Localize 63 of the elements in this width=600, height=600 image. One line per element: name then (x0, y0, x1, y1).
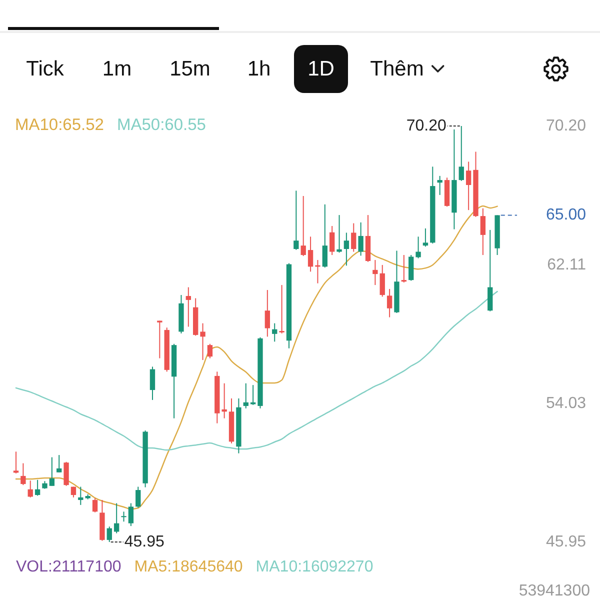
candlestick (34, 479, 40, 496)
candlestick (243, 382, 248, 409)
candlestick (351, 222, 356, 252)
candlestick (488, 229, 493, 312)
candlestick (128, 502, 134, 527)
candlestick (200, 322, 206, 360)
candlestick (20, 462, 26, 486)
candlestick (150, 366, 156, 400)
candlestick (416, 236, 421, 259)
text: 53941300 (518, 582, 590, 600)
candlestick (372, 259, 378, 286)
candlestick (380, 264, 385, 298)
candlestick (64, 461, 69, 486)
candlestick (92, 498, 98, 513)
candlestick (344, 232, 350, 266)
candlestick (386, 288, 392, 318)
candlestick (308, 236, 314, 272)
candlestick (28, 480, 33, 498)
text: 65.00 (546, 206, 586, 224)
candlestick (294, 190, 299, 250)
candlestick (466, 161, 472, 211)
candlestick (300, 195, 306, 257)
y-tick-label: 54.03 (546, 394, 586, 412)
candlestick (56, 454, 62, 473)
candlestick (207, 343, 213, 359)
candlestick (114, 502, 120, 534)
candlestick (121, 511, 126, 522)
candlestick (279, 284, 284, 334)
legend-label: MA10:16092270 (256, 558, 374, 576)
candlestick (401, 254, 406, 283)
candlestick (272, 322, 278, 342)
candlestick (408, 254, 414, 282)
candlestick (13, 451, 19, 474)
candlestick (422, 228, 428, 248)
candlestick (186, 286, 191, 328)
candlestick (78, 486, 84, 506)
text: Tick (26, 58, 64, 80)
y-tick-label: 62.11 (547, 256, 586, 274)
annotation: 70.20 (406, 118, 446, 134)
candlestick (358, 222, 364, 256)
candlestick (106, 526, 112, 542)
candlestick (458, 126, 464, 182)
candlestick (329, 226, 335, 256)
candlestick (49, 456, 55, 486)
text: 1m (102, 58, 132, 80)
legend-label: VOL:21117100 (16, 558, 122, 576)
text: 1D (308, 58, 334, 80)
candlestick (264, 290, 270, 338)
y-tick-label: 45.95 (546, 534, 586, 550)
legend-label: MA5:18645640 (134, 558, 243, 576)
candlestick (222, 382, 227, 419)
annotation: 45.95 (124, 534, 165, 550)
text: 1h (247, 58, 271, 80)
candlestick (136, 486, 141, 508)
candlestick (437, 175, 442, 196)
text: MA50:60.55 (116, 116, 206, 134)
text: MA10:65.52 (15, 116, 104, 134)
text: Thêm (370, 58, 424, 80)
y-tick-label: 70.20 (546, 118, 586, 134)
candlestick (322, 204, 328, 268)
text: 15m (170, 58, 210, 80)
candlestick (157, 320, 162, 359)
candlestick (480, 208, 486, 256)
